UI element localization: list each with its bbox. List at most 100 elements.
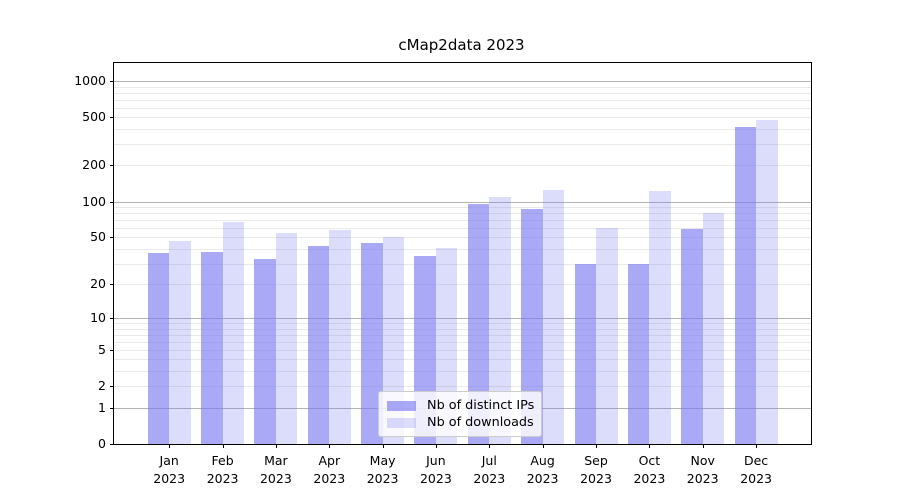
x-tick-mark (275, 444, 277, 448)
x-tick-mark (649, 444, 651, 448)
x-tick-label: May 2023 (366, 453, 399, 486)
plot-area: 0 1 2 5 10 20 50 100 200 500 1000 Jan 2023 Feb 2023 M… (74, 62, 812, 486)
minor-gridline (114, 213, 811, 215)
y-tick-label: 10 (90, 310, 106, 325)
y-tick-mark (110, 165, 114, 167)
x-tick-mark (756, 444, 758, 448)
bar-downloads-dec (756, 119, 778, 444)
x-tick-label: Apr 2023 (313, 453, 346, 486)
y-tick-mark (110, 349, 114, 351)
minor-gridline (114, 99, 811, 101)
x-tick-label: Dec 2023 (740, 453, 772, 486)
minor-gridline (114, 129, 811, 131)
y-tick-label: 1 (98, 399, 106, 415)
legend-item-distinct-ips: Nb of distinct IPs (387, 397, 535, 414)
x-tick-mark (329, 444, 331, 448)
y-tick-label: 100 (82, 193, 106, 209)
x-tick-label: Nov 2023 (686, 453, 719, 486)
legend-label-downloads: Nb of downloads (427, 415, 534, 430)
minor-gridline (114, 323, 811, 324)
y-tick-label: 2 (98, 378, 106, 394)
bar-distinct-ips-aug (521, 209, 543, 444)
y-tick-mark (110, 81, 114, 82)
y-tick-mark (110, 407, 114, 409)
x-tick-mark (435, 444, 437, 448)
y-tick-label: 1000 (74, 73, 106, 88)
bar-downloads-oct (649, 191, 671, 444)
bar-distinct-ips-nov (681, 228, 703, 444)
major-gridline (114, 201, 811, 203)
y-tick-label: 20 (90, 276, 106, 291)
x-tick-mark (222, 444, 224, 448)
bar-downloads-feb (222, 222, 245, 444)
x-tick-mark (169, 444, 171, 448)
y-tick-label: 5 (98, 341, 106, 357)
bar-distinct-ips-mar (254, 258, 276, 444)
x-tick-mark (596, 444, 597, 448)
x-tick-mark (382, 444, 384, 448)
x-tick-mark (489, 444, 491, 448)
y-tick-label: 50 (90, 229, 106, 245)
bar-distinct-ips-jul (467, 204, 490, 444)
minor-gridline (114, 86, 811, 88)
y-tick-mark (110, 386, 114, 388)
bar-downloads-aug (542, 189, 565, 444)
chart-title: cMap2data 2023 (398, 36, 525, 54)
bar-downloads-jan (169, 240, 191, 444)
bar-downloads-jul (489, 196, 511, 444)
y-tick-mark (110, 318, 114, 319)
bar-downloads-mar (275, 232, 298, 444)
minor-gridline (114, 237, 811, 239)
major-gridline (114, 81, 811, 82)
minor-gridline (114, 117, 811, 119)
legend-swatch-downloads-icon (387, 417, 416, 428)
legend-swatch-distinct-ips-icon (387, 400, 416, 411)
bar-downloads-nov (702, 213, 725, 444)
x-tick-mark (702, 444, 704, 448)
minor-gridline (114, 144, 811, 146)
y-tick-mark (110, 237, 114, 239)
bar-downloads-sep (596, 228, 618, 444)
major-gridline (114, 318, 811, 319)
minor-gridline (114, 220, 811, 221)
x-tick-label: Oct 2023 (633, 453, 666, 486)
minor-gridline (114, 341, 811, 343)
bar-downloads-apr (329, 229, 351, 444)
y-tick-mark (110, 444, 114, 445)
minor-gridline (114, 284, 811, 285)
minor-gridline (114, 359, 811, 361)
bar-distinct-ips-sep (574, 263, 596, 444)
y-tick-label: 0 (98, 436, 106, 451)
bar-distinct-ips-may (361, 242, 383, 444)
minor-gridline (114, 248, 811, 250)
x-tick-label: Sep 2023 (580, 453, 612, 486)
x-tick-label: Feb 2023 (206, 453, 239, 486)
y-tick-mark (110, 284, 114, 285)
minor-gridline (114, 386, 811, 388)
legend-label-distinct-ips: Nb of distinct IPs (427, 398, 535, 413)
x-tick-mark (542, 444, 544, 448)
x-tick-label: Jun 2023 (419, 453, 452, 486)
x-tick-label: Jul 2023 (473, 453, 506, 486)
bar-distinct-ips-apr (307, 246, 330, 444)
minor-gridline (114, 228, 811, 229)
bar-distinct-ips-feb (201, 251, 223, 444)
minor-gridline (114, 92, 811, 94)
minor-gridline (114, 263, 811, 265)
minor-gridline (114, 334, 811, 336)
y-tick-label: 200 (82, 157, 106, 173)
x-tick-label: Jan 2023 (153, 453, 186, 486)
bar-distinct-ips-oct (627, 263, 650, 444)
minor-gridline (114, 207, 811, 208)
bar-distinct-ips-jan (147, 252, 170, 444)
minor-gridline (114, 328, 811, 330)
minor-gridline (114, 107, 811, 109)
x-tick-label: Mar 2023 (259, 453, 292, 486)
bar-distinct-ips-dec (734, 127, 757, 444)
minor-gridline (114, 371, 811, 373)
x-tick-label: Aug 2023 (526, 453, 559, 486)
legend-item-downloads: Nb of downloads (387, 414, 534, 431)
minor-gridline (114, 165, 811, 167)
y-tick-label: 500 (82, 109, 106, 125)
